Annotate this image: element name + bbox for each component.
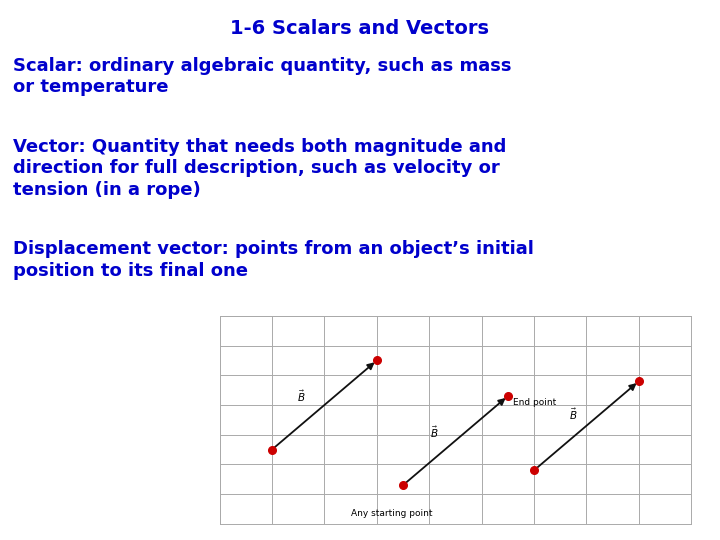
- Text: Scalar: ordinary algebraic quantity, such as mass
or temperature: Scalar: ordinary algebraic quantity, suc…: [13, 57, 511, 96]
- Text: $\vec{B}$: $\vec{B}$: [430, 424, 438, 440]
- Text: 1-6 Scalars and Vectors: 1-6 Scalars and Vectors: [230, 19, 490, 38]
- Text: Any starting point: Any starting point: [351, 509, 432, 518]
- Text: Vector: Quantity that needs both magnitude and
direction for full description, s: Vector: Quantity that needs both magnitu…: [13, 138, 506, 199]
- Text: Displacement vector: points from an object’s initial
position to its final one: Displacement vector: points from an obje…: [13, 240, 534, 280]
- Text: End point: End point: [513, 398, 557, 407]
- Text: $\vec{B}$: $\vec{B}$: [569, 407, 577, 422]
- Text: $\vec{B}$: $\vec{B}$: [297, 389, 305, 404]
